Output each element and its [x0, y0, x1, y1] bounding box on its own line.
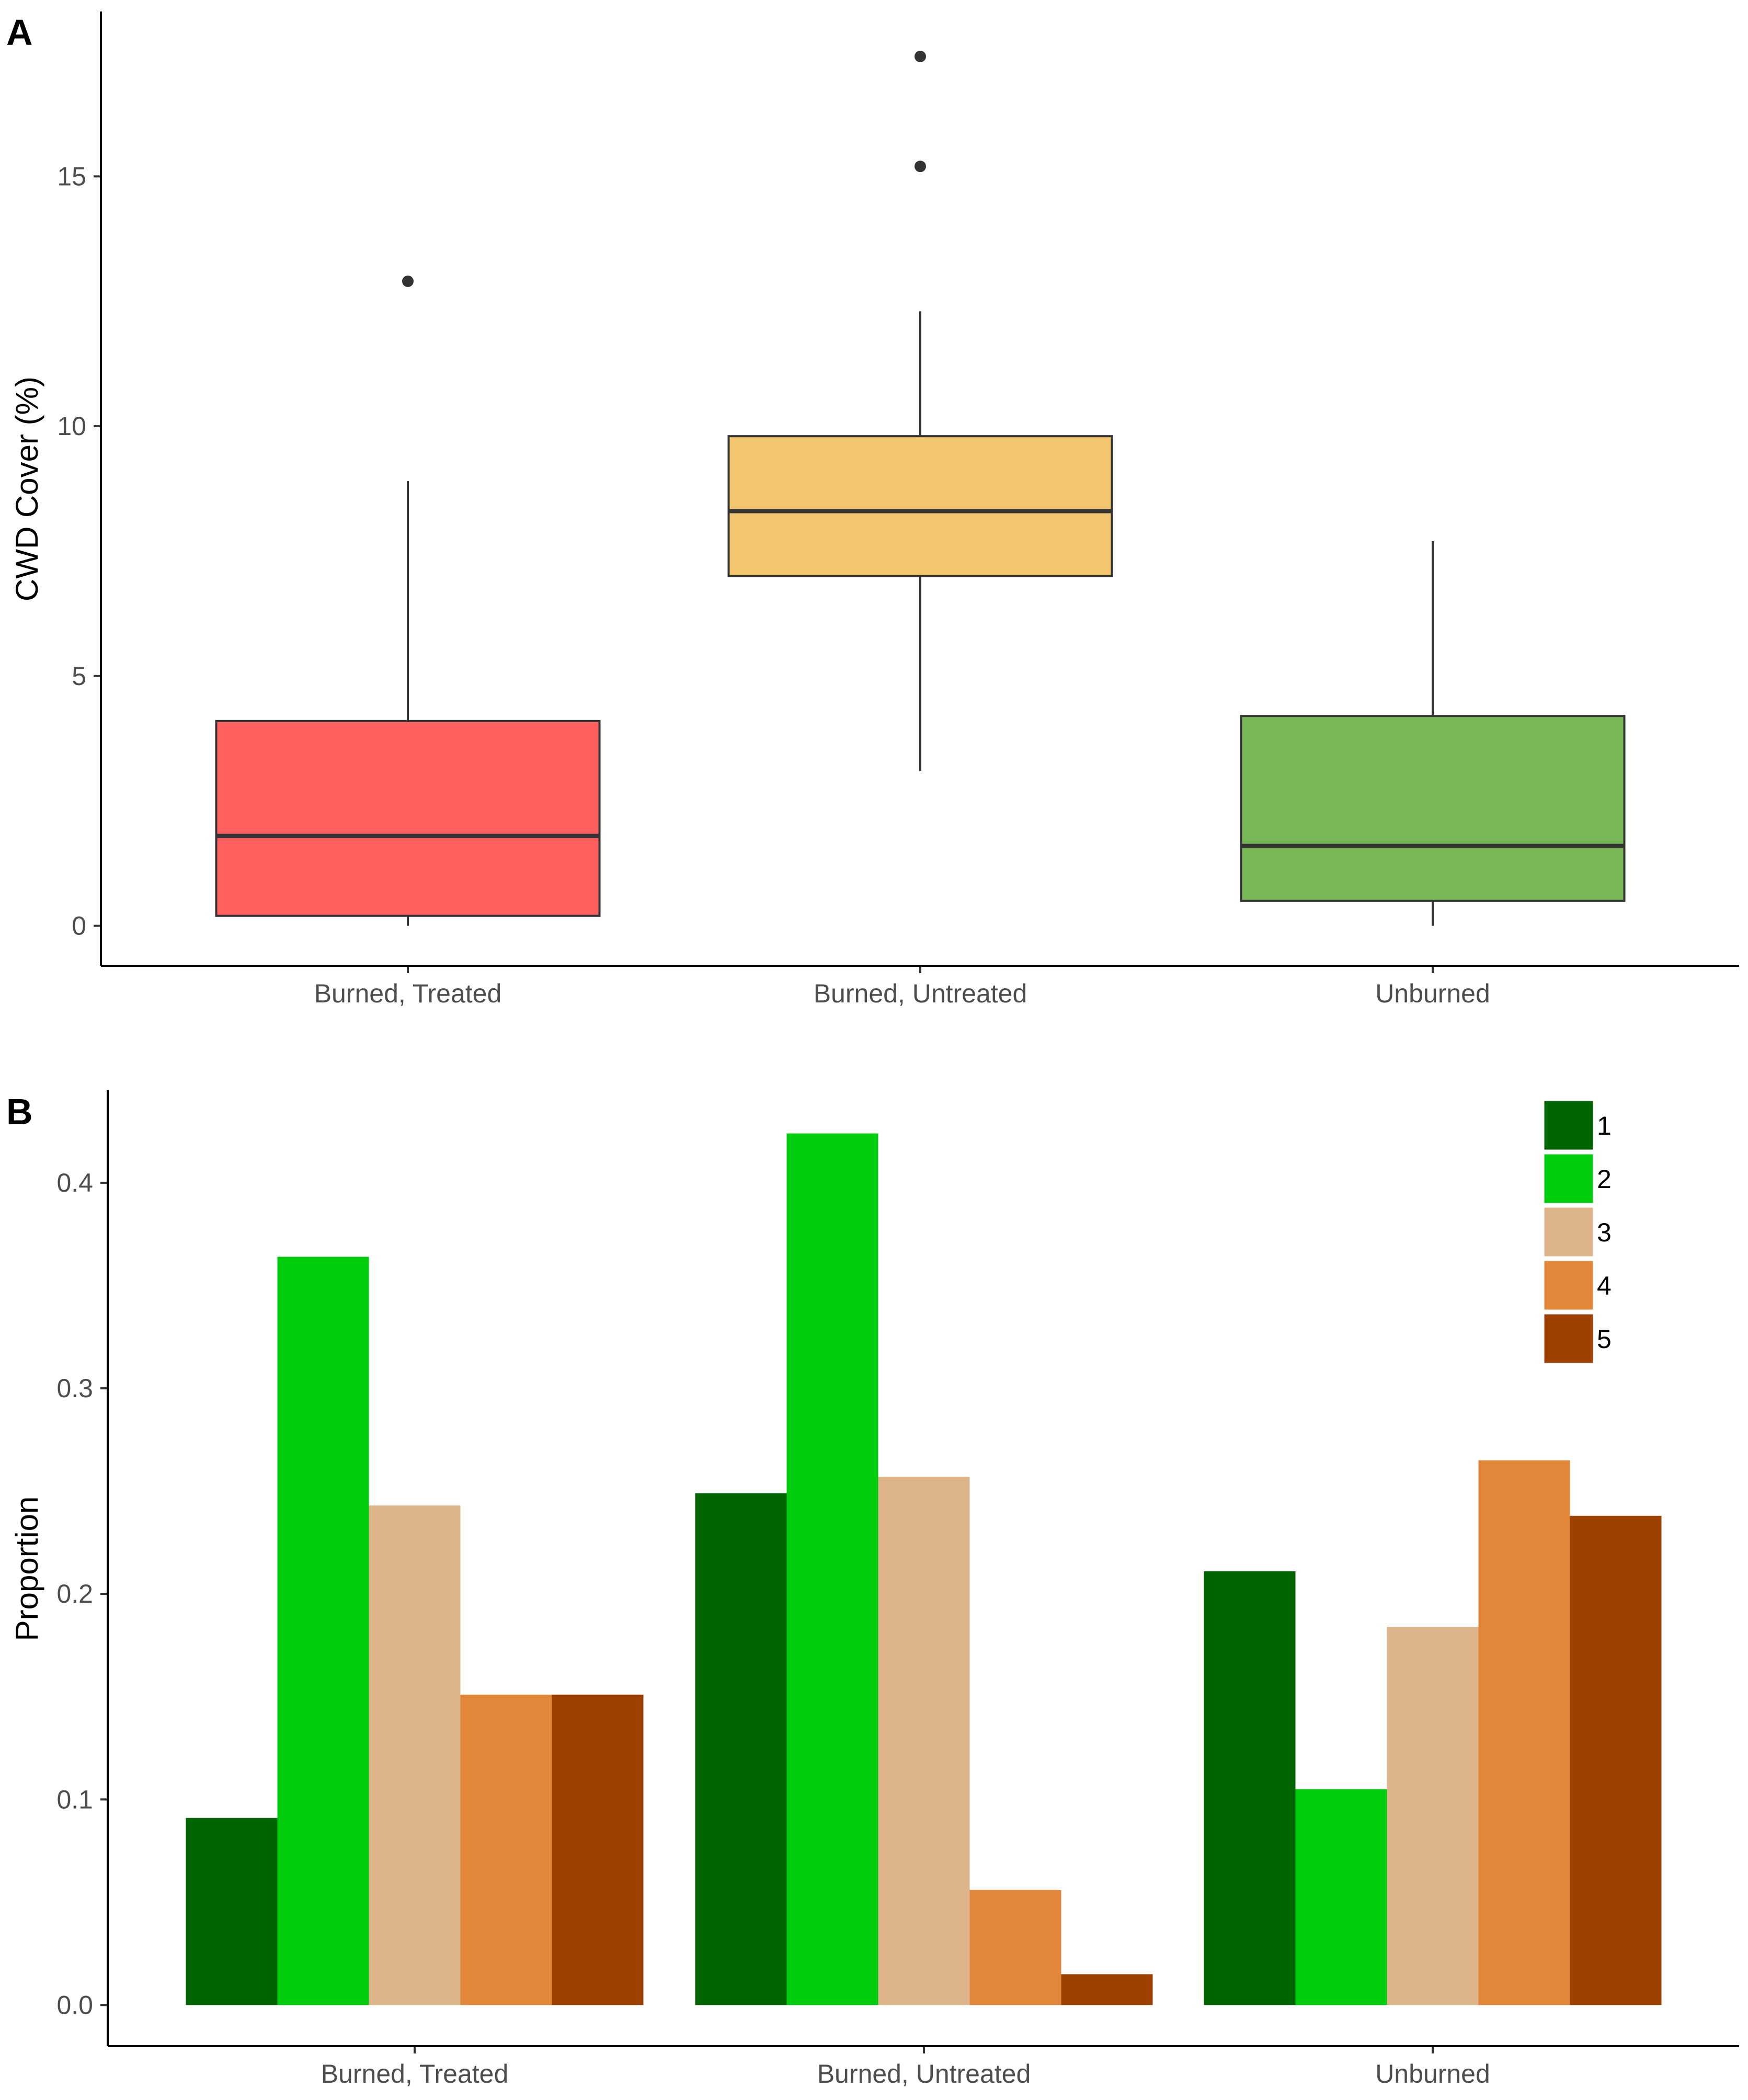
- legend-label: 2: [1597, 1165, 1612, 1194]
- box: [1240, 715, 1626, 902]
- bar: [969, 1890, 1061, 2005]
- bar: [552, 1694, 644, 2005]
- bar: [1295, 1789, 1387, 2005]
- legend-label: 4: [1597, 1271, 1612, 1300]
- panel-b-x-tick-label: Burned, Treated: [321, 2059, 509, 2088]
- bar: [695, 1493, 787, 2005]
- bar: [1204, 1571, 1296, 2005]
- panel-b-y-tick-label: 0.0: [56, 1990, 93, 2019]
- panel-a-x-tick-label: Burned, Untreated: [814, 979, 1027, 1008]
- bar: [1387, 1627, 1479, 2005]
- bar: [277, 1257, 369, 2005]
- panel-a-box-group: [727, 50, 1113, 771]
- panel-b-x-tick-label: Unburned: [1375, 2059, 1490, 2088]
- panel-a-y-tick-label: 15: [57, 162, 86, 191]
- panel-a-box-group: [215, 275, 601, 926]
- legend-key: [1543, 1152, 1595, 1205]
- panel-b-y-tick-label: 0.1: [56, 1785, 93, 1814]
- legend-key: [1543, 1099, 1595, 1151]
- panel-b-y-tick-label: 0.4: [56, 1168, 93, 1197]
- panel-a-y-tick-label: 10: [57, 412, 86, 441]
- panel-a-y-tick-label: 0: [72, 911, 86, 941]
- bar: [1478, 1460, 1570, 2005]
- outlier-point: [402, 275, 414, 287]
- panel-b-y-tick-label: 0.3: [56, 1374, 93, 1403]
- outlier-point: [915, 161, 926, 173]
- bar: [1570, 1515, 1662, 2005]
- box: [215, 720, 601, 917]
- panel-b-label: B: [6, 1091, 33, 1132]
- legend-label: 1: [1597, 1111, 1612, 1140]
- box: [727, 435, 1113, 577]
- bar: [878, 1477, 970, 2005]
- panel-a-x-tick-label: Unburned: [1375, 979, 1490, 1008]
- legend: 1 2 3 4 5: [1543, 1099, 1612, 1365]
- panel-a-x-tick-label: Burned, Treated: [314, 979, 502, 1008]
- legend-label: 5: [1597, 1325, 1612, 1354]
- panel-a-y-axis-title: CWD Cover (%): [9, 376, 44, 601]
- panel-b-x-tick-label: Burned, Untreated: [817, 2059, 1031, 2088]
- bar: [1061, 1974, 1153, 2005]
- legend-key: [1543, 1312, 1595, 1365]
- panel-b-bar-chart: B Proportion 0.0 0.1 0.2 0.3 0.4 Burned, Trea…: [6, 1090, 1739, 2088]
- bar: [786, 1133, 878, 2005]
- panel-b-y-tick-label: 0.2: [56, 1579, 93, 1608]
- bar: [460, 1694, 552, 2005]
- panel-a-y-tick-label: 5: [72, 661, 86, 691]
- legend-key: [1543, 1206, 1595, 1258]
- legend-key: [1543, 1259, 1595, 1311]
- panel-b-y-axis-title: Proportion: [9, 1497, 44, 1641]
- outlier-point: [915, 50, 926, 62]
- panel-a-label: A: [6, 12, 33, 53]
- panel-a-box-group: [1240, 541, 1626, 926]
- bar: [186, 1818, 278, 2005]
- panel-a-boxplot: A CWD Cover (%) 0 5 10 15 Burned, Treated Bur…: [6, 12, 1739, 1008]
- bar: [369, 1505, 461, 2005]
- legend-label: 3: [1597, 1218, 1612, 1247]
